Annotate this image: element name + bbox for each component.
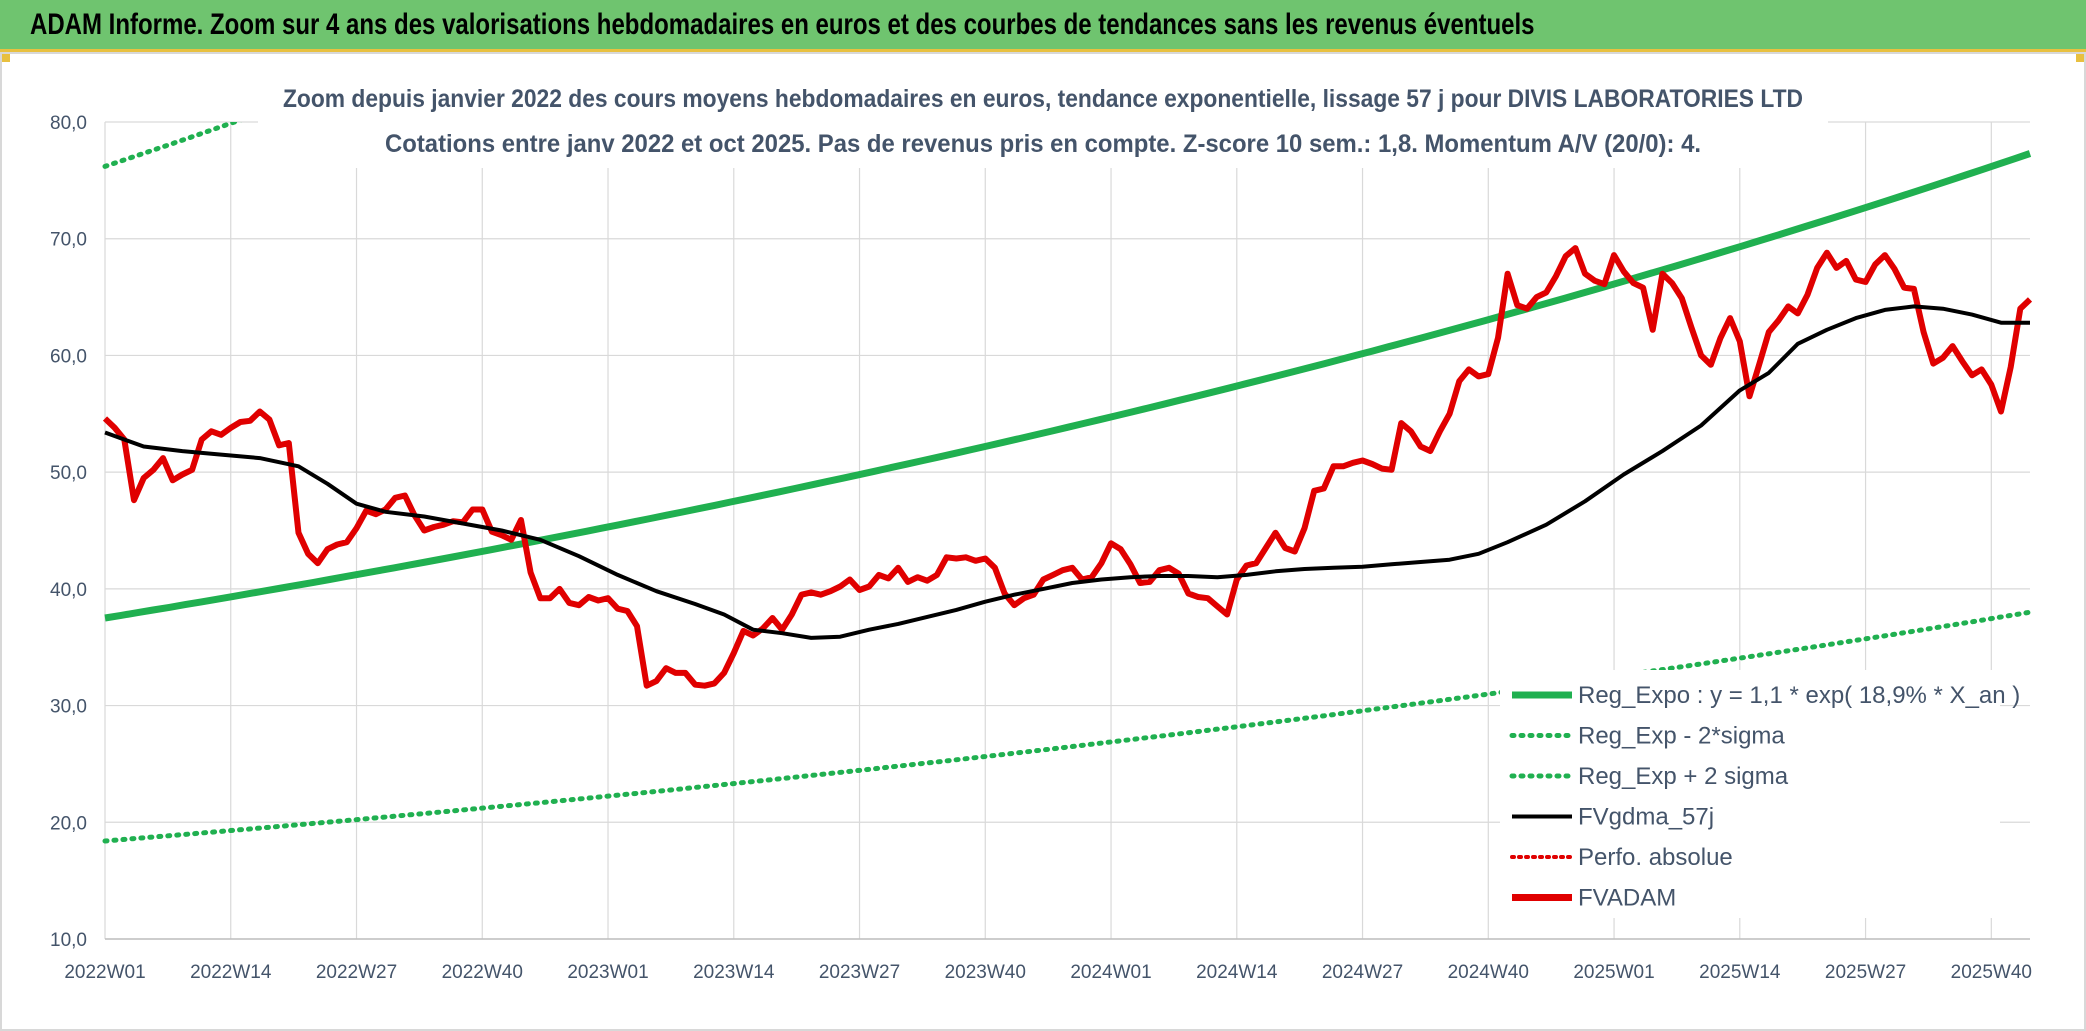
legend-box bbox=[1500, 670, 2000, 918]
x-tick-label: 2025W40 bbox=[1951, 962, 2032, 983]
chart-frame bbox=[0, 52, 2086, 1031]
chart-subtitle: Cotations entre janv 2022 et oct 2025. P… bbox=[385, 130, 1701, 158]
x-tick-label: 2024W40 bbox=[1448, 962, 1529, 983]
legend-label-reg_plus: Reg_Exp + 2 sigma bbox=[1578, 763, 1789, 790]
x-tick-label: 2023W40 bbox=[945, 962, 1026, 983]
x-tick-label: 2025W01 bbox=[1573, 962, 1654, 983]
legend-label-fvgdma: FVgdma_57j bbox=[1578, 804, 1714, 831]
legend-label-reg_expo: Reg_Expo : y = 1,1 * exp( 18,9% * X_an ) bbox=[1578, 682, 2020, 709]
x-tick-label: 2023W27 bbox=[819, 962, 900, 983]
x-tick-label: 2022W27 bbox=[316, 962, 397, 983]
y-tick-label: 60,0 bbox=[50, 346, 87, 367]
x-tick-label: 2025W27 bbox=[1825, 962, 1906, 983]
series-reg-expo bbox=[104, 150, 2032, 622]
y-tick-label: 10,0 bbox=[50, 930, 87, 951]
legend-label-perfo: Perfo. absolue bbox=[1578, 844, 1733, 871]
series-fvadam bbox=[102, 245, 2033, 689]
y-tick-label: 80,0 bbox=[50, 113, 87, 134]
x-tick-label: 2022W14 bbox=[190, 962, 272, 983]
y-tick-label: 40,0 bbox=[50, 580, 87, 601]
x-tick-label: 2022W40 bbox=[442, 962, 523, 983]
legend-label-fvadam: FVADAM bbox=[1578, 885, 1676, 912]
chart-title-box bbox=[258, 78, 1828, 168]
y-tick-label: 70,0 bbox=[50, 230, 87, 251]
report-banner: ADAM Informe. Zoom sur 4 ans des valoris… bbox=[0, 0, 2086, 52]
report-title: ADAM Informe. Zoom sur 4 ans des valoris… bbox=[30, 8, 1535, 41]
x-tick-label: 2023W14 bbox=[693, 962, 775, 983]
series-reg-exp-minus-2sigma bbox=[102, 609, 2033, 844]
banner-corner-left bbox=[0, 52, 10, 62]
x-tick-label: 2022W01 bbox=[64, 962, 145, 983]
y-tick-label: 20,0 bbox=[50, 813, 87, 834]
y-tick-label: 30,0 bbox=[50, 697, 87, 718]
plot-area bbox=[102, 122, 2033, 844]
legend-label-reg_minus: Reg_Exp - 2*sigma bbox=[1578, 723, 1785, 750]
x-tick-label: 2024W01 bbox=[1070, 962, 1151, 983]
x-tick-label: 2024W27 bbox=[1322, 962, 1403, 983]
banner-corner-right bbox=[2076, 52, 2086, 62]
series-fvgdma-57j bbox=[104, 304, 2030, 640]
x-tick-label: 2023W01 bbox=[567, 962, 648, 983]
x-tick-label: 2024W14 bbox=[1196, 962, 1278, 983]
x-tick-label: 2025W14 bbox=[1699, 962, 1781, 983]
y-tick-label: 50,0 bbox=[50, 463, 87, 484]
chart-title: Zoom depuis janvier 2022 des cours moyen… bbox=[283, 85, 1803, 113]
